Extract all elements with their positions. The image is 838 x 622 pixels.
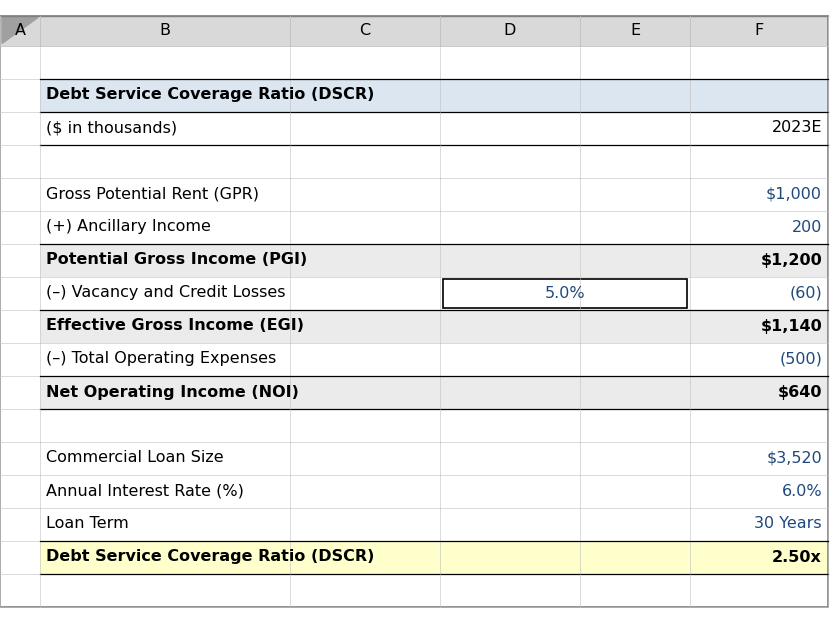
Text: (60): (60) bbox=[789, 285, 822, 300]
Text: 6.0%: 6.0% bbox=[781, 483, 822, 498]
Text: 200: 200 bbox=[792, 220, 822, 234]
Bar bbox=[0, 78, 40, 111]
Text: ($ in thousands): ($ in thousands) bbox=[46, 121, 177, 136]
Text: C: C bbox=[360, 23, 370, 38]
Bar bbox=[40, 78, 828, 111]
Text: 5.0%: 5.0% bbox=[545, 285, 585, 300]
Bar bbox=[40, 144, 828, 177]
Text: $640: $640 bbox=[778, 384, 822, 399]
Text: (–) Vacancy and Credit Losses: (–) Vacancy and Credit Losses bbox=[46, 285, 286, 300]
Bar bbox=[0, 243, 40, 277]
Bar bbox=[0, 376, 40, 409]
Bar bbox=[0, 177, 40, 210]
Bar bbox=[0, 144, 40, 177]
Bar bbox=[0, 541, 40, 573]
Bar bbox=[40, 475, 828, 508]
Text: $1,200: $1,200 bbox=[760, 253, 822, 267]
Text: $3,520: $3,520 bbox=[766, 450, 822, 465]
Bar bbox=[0, 573, 40, 606]
Bar bbox=[40, 45, 828, 78]
Text: D: D bbox=[504, 23, 516, 38]
Bar bbox=[0, 111, 40, 144]
Bar bbox=[0, 16, 828, 45]
Text: F: F bbox=[754, 23, 763, 38]
Bar bbox=[0, 45, 40, 78]
Bar bbox=[0, 508, 40, 541]
Bar bbox=[40, 508, 828, 541]
Bar bbox=[0, 277, 40, 310]
Bar bbox=[40, 376, 828, 409]
Bar bbox=[0, 475, 40, 508]
Bar bbox=[40, 243, 828, 277]
Text: $1,000: $1,000 bbox=[766, 187, 822, 202]
Bar bbox=[0, 343, 40, 376]
Text: B: B bbox=[159, 23, 170, 38]
Text: 2.50x: 2.50x bbox=[772, 549, 822, 565]
Bar bbox=[40, 442, 828, 475]
Bar bbox=[40, 573, 828, 606]
Text: Commercial Loan Size: Commercial Loan Size bbox=[46, 450, 224, 465]
Bar bbox=[40, 111, 828, 144]
Text: (+) Ancillary Income: (+) Ancillary Income bbox=[46, 220, 211, 234]
Text: Debt Service Coverage Ratio (DSCR): Debt Service Coverage Ratio (DSCR) bbox=[46, 549, 375, 565]
Bar bbox=[40, 210, 828, 243]
Text: Debt Service Coverage Ratio (DSCR): Debt Service Coverage Ratio (DSCR) bbox=[46, 88, 375, 103]
Bar bbox=[40, 409, 828, 442]
Text: E: E bbox=[630, 23, 640, 38]
Polygon shape bbox=[2, 17, 38, 44]
Text: Annual Interest Rate (%): Annual Interest Rate (%) bbox=[46, 483, 244, 498]
Bar bbox=[40, 541, 828, 573]
Bar bbox=[40, 343, 828, 376]
Bar bbox=[40, 310, 828, 343]
Text: Loan Term: Loan Term bbox=[46, 516, 129, 532]
Bar bbox=[0, 409, 40, 442]
Text: 2023E: 2023E bbox=[772, 121, 822, 136]
Text: Net Operating Income (NOI): Net Operating Income (NOI) bbox=[46, 384, 299, 399]
Bar bbox=[40, 177, 828, 210]
Bar bbox=[0, 310, 40, 343]
Bar bbox=[0, 210, 40, 243]
Text: A: A bbox=[14, 23, 25, 38]
Text: Gross Potential Rent (GPR): Gross Potential Rent (GPR) bbox=[46, 187, 259, 202]
Text: 30 Years: 30 Years bbox=[754, 516, 822, 532]
Text: Effective Gross Income (EGI): Effective Gross Income (EGI) bbox=[46, 318, 304, 333]
Text: $1,140: $1,140 bbox=[760, 318, 822, 333]
Text: (–) Total Operating Expenses: (–) Total Operating Expenses bbox=[46, 351, 277, 366]
Bar bbox=[0, 442, 40, 475]
Text: (500): (500) bbox=[779, 351, 822, 366]
Text: Potential Gross Income (PGI): Potential Gross Income (PGI) bbox=[46, 253, 308, 267]
Bar bbox=[443, 279, 687, 307]
Bar bbox=[40, 277, 828, 310]
